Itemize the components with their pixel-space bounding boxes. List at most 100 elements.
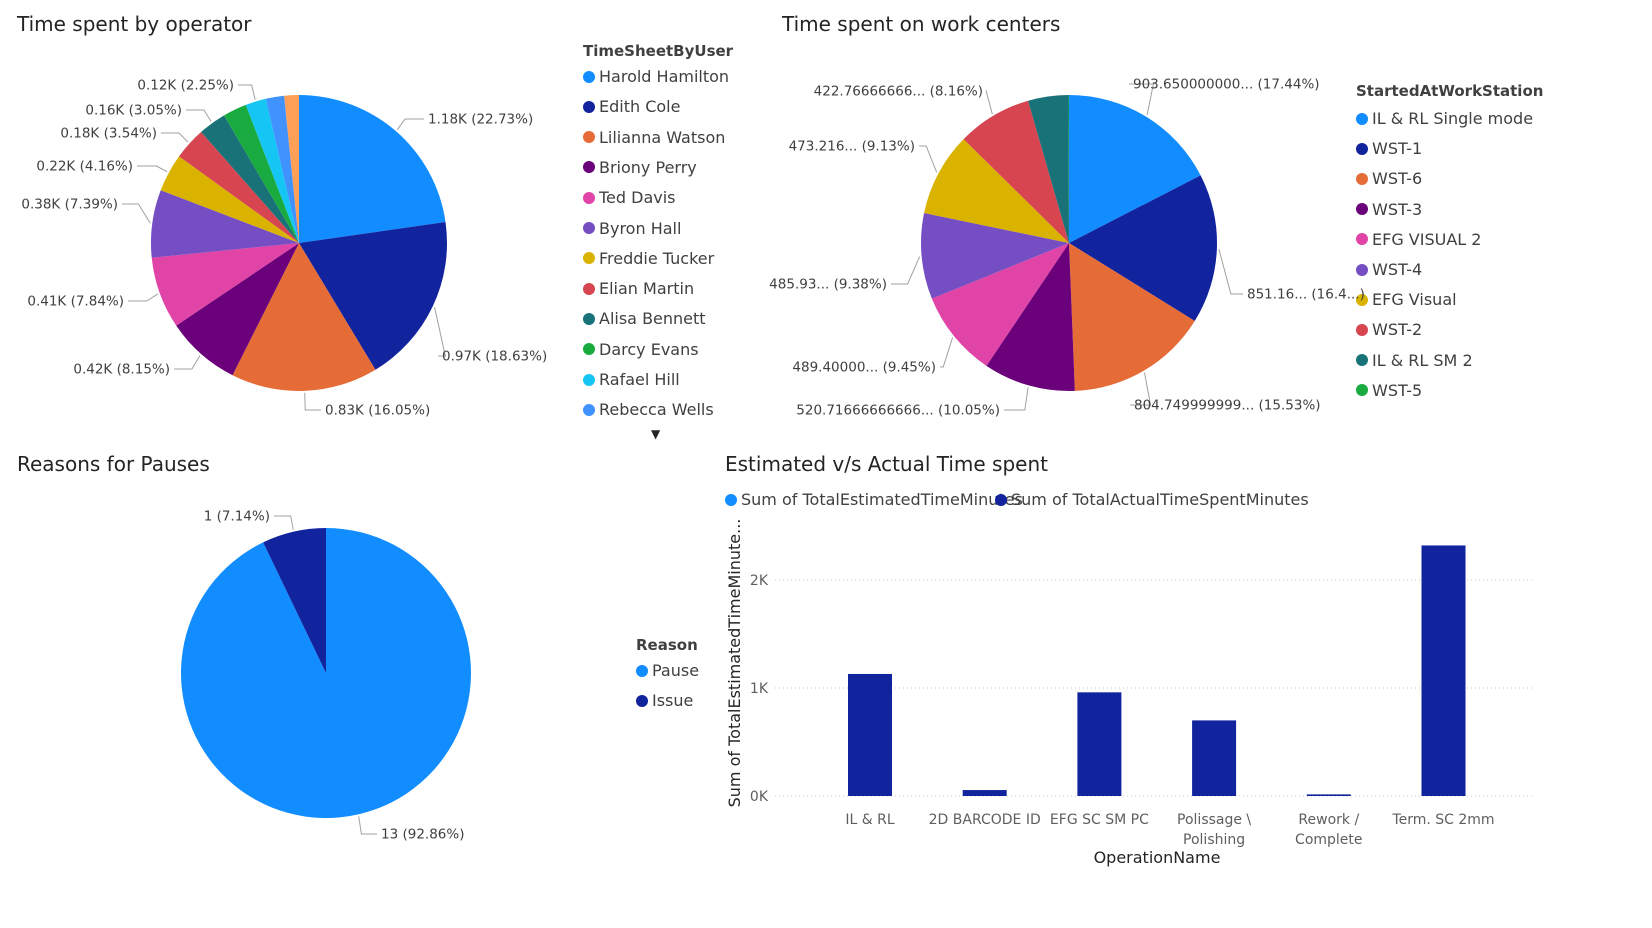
operator-data-label: 0.97K (18.63%) <box>442 349 547 365</box>
pauses-legend-item[interactable]: Issue <box>636 691 693 710</box>
operator-data-label: 0.38K (7.39%) <box>21 197 118 213</box>
workcenter-slice-wst-3 <box>986 243 1075 391</box>
workcenter-legend-item[interactable]: IL & RL Single mode <box>1356 109 1533 128</box>
operator-legend-label: Lilianna Watson <box>599 127 726 147</box>
workcenter-legend-marker <box>1356 263 1368 276</box>
operator-legend-item[interactable]: Elian Martin <box>583 279 694 298</box>
workcenter-leader-line <box>940 337 954 368</box>
workcenter-legend-label: WST-2 <box>1372 320 1423 340</box>
operator-legend-label: Darcy Evans <box>599 339 699 359</box>
operator-data-label: 0.83K (16.05%) <box>325 403 430 419</box>
pauses-legend-label: Pause <box>652 661 700 680</box>
operator-leader-line <box>128 293 159 302</box>
operator-data-label: 0.12K (2.25%) <box>137 78 234 94</box>
operator-chart-title: Time spent by operator <box>17 12 252 36</box>
operator-data-label: 0.41K (7.84%) <box>27 294 124 310</box>
operator-legend-item[interactable]: Darcy Evans <box>583 340 699 359</box>
operator-legend-item[interactable]: Alisa Bennett <box>583 309 706 328</box>
workcenter-data-label: 422.76666666... (8.16%) <box>814 84 983 100</box>
operator-legend-item[interactable]: Rafael Hill <box>583 370 680 389</box>
workcenter-slice-wst-1 <box>1069 175 1217 322</box>
operator-slice-freddie-tucker <box>160 156 299 243</box>
operator-legend-label: Freddie Tucker <box>599 248 715 268</box>
workcenter-legend-label: EFG Visual <box>1372 290 1457 310</box>
workcenter-legend-item[interactable]: EFG Visual <box>1356 290 1457 309</box>
workcenter-leader-line <box>919 145 938 173</box>
workcenter-leader-line <box>1129 83 1154 116</box>
workcenter-legend-label: WST-1 <box>1372 139 1423 159</box>
bar-x-tick-label: Polissage \ <box>1177 812 1251 828</box>
operator-leader-line <box>434 307 446 357</box>
workcenter-data-label: 520.71666666666... (10.05%) <box>796 403 1000 419</box>
operator-legend-marker <box>583 403 595 416</box>
operator-legend-label: Byron Hall <box>599 218 682 238</box>
workcenter-legend-item[interactable]: WST-3 <box>1356 200 1422 219</box>
workcenter-legend-item[interactable]: EFG VISUAL 2 <box>1356 230 1481 249</box>
operator-leader-line <box>161 132 189 143</box>
bar-x-tick-label: IL & RL <box>845 812 894 828</box>
pauses-slice-issue <box>263 528 326 673</box>
operator-legend-marker <box>583 131 595 144</box>
workcenter-slice-efg-visual-2 <box>931 243 1069 366</box>
operator-data-label: 0.16K (3.05%) <box>85 103 182 119</box>
operator-legend-item[interactable]: Ted Davis <box>583 188 676 207</box>
workcenter-legend-marker <box>1356 112 1368 125</box>
operator-legend-item[interactable]: Byron Hall <box>583 219 681 238</box>
workcenter-legend-item[interactable]: WST-2 <box>1356 320 1422 339</box>
workcenter-slice-wst-2 <box>963 100 1069 243</box>
bar-legend-item[interactable]: Sum of TotalActualTimeSpentMinutes <box>995 490 1309 509</box>
pauses-legend-marker <box>636 664 648 677</box>
bar-x-tick-label: Term. SC 2mm <box>1391 812 1494 828</box>
operator-legend-item[interactable]: Edith Cole <box>583 97 680 116</box>
workcenter-legend-item[interactable]: WST-6 <box>1356 169 1422 188</box>
workcenter-legend-item[interactable]: WST-5 <box>1356 381 1422 400</box>
workcenter-data-label: 489.40000... (9.45%) <box>792 360 936 376</box>
pauses-data-label: 13 (92.86%) <box>381 827 464 843</box>
operator-legend-item[interactable]: Briony Perry <box>583 158 697 177</box>
bar-legend-label: Sum of TotalActualTimeSpentMinutes <box>1011 490 1309 509</box>
bar-sum-of-totalactualtimespentminutes-rework-complete <box>1306 794 1351 796</box>
pauses-legend-item[interactable]: Pause <box>636 661 699 680</box>
workcenter-legend-item[interactable]: WST-1 <box>1356 139 1422 158</box>
workcenter-leader-line <box>1004 387 1029 411</box>
workcenter-legend-item[interactable]: WST-4 <box>1356 260 1422 279</box>
operator-legend-item[interactable]: Freddie Tucker <box>583 249 714 268</box>
workcenter-slice-wst-6 <box>1069 243 1195 391</box>
bar-x-tick-label: Polishing <box>1183 832 1245 848</box>
legend-scroll-down-icon[interactable]: ▼ <box>651 427 661 441</box>
workcenter-legend-label: WST-5 <box>1372 380 1423 400</box>
operator-legend-item[interactable]: Rebecca Wells <box>583 400 714 419</box>
operator-slice-alisa-bennett <box>201 115 299 243</box>
operator-legend-label: Briony Perry <box>599 157 697 177</box>
bar-y-tick-label: 1K <box>750 681 769 697</box>
workcenter-legend-marker <box>1356 384 1368 397</box>
bar-sum-of-totalactualtimespentminutes-2d-barcode-id <box>962 790 1007 796</box>
operator-legend-item[interactable]: Harold Hamilton <box>583 67 729 86</box>
operator-data-label: 0.18K (3.54%) <box>60 126 157 142</box>
operator-slice-byron-hall <box>151 190 299 258</box>
workcenter-data-label: 903.650000000... (17.44%) <box>1133 77 1320 93</box>
operator-legend-marker <box>583 343 595 356</box>
operator-legend-title: TimeSheetByUser <box>583 42 734 60</box>
pauses-legend-title: Reason <box>636 636 698 654</box>
bar-legend-item[interactable]: Sum of TotalEstimatedTimeMinutes <box>725 490 1023 509</box>
workcenter-chart-title: Time spent on work centers <box>782 12 1061 36</box>
estimated-chart-title: Estimated v/s Actual Time spent <box>725 452 1048 476</box>
bar-y-axis-title: Sum of TotalEstimatedTimeMinute... <box>725 519 744 808</box>
pauses-leader-line <box>358 816 377 835</box>
workcenter-slice-il-rl-sm-2 <box>1028 95 1069 243</box>
operator-legend-marker <box>583 312 595 325</box>
workcenter-slice-il-rl-single-mode <box>1069 95 1201 243</box>
operator-legend-marker <box>583 373 595 386</box>
bar-y-tick-label: 2K <box>750 573 769 589</box>
workcenter-legend-label: WST-6 <box>1372 169 1423 189</box>
operator-legend-item[interactable]: Lilianna Watson <box>583 128 725 147</box>
bar-sum-of-totalactualtimespentminutes-polissage-polishing <box>1192 720 1237 796</box>
workcenter-legend-item[interactable]: IL & RL SM 2 <box>1356 351 1473 370</box>
workcenter-legend-label: EFG VISUAL 2 <box>1372 229 1482 249</box>
workcenter-legend-marker <box>1356 203 1368 216</box>
bar-sum-of-totalactualtimespentminutes-term-sc-2mm <box>1421 545 1466 796</box>
bar-legend-label: Sum of TotalEstimatedTimeMinutes <box>741 490 1023 509</box>
pauses-leader-line <box>274 515 294 530</box>
workcenter-data-label: 851.16... (16.4...) <box>1247 287 1365 303</box>
